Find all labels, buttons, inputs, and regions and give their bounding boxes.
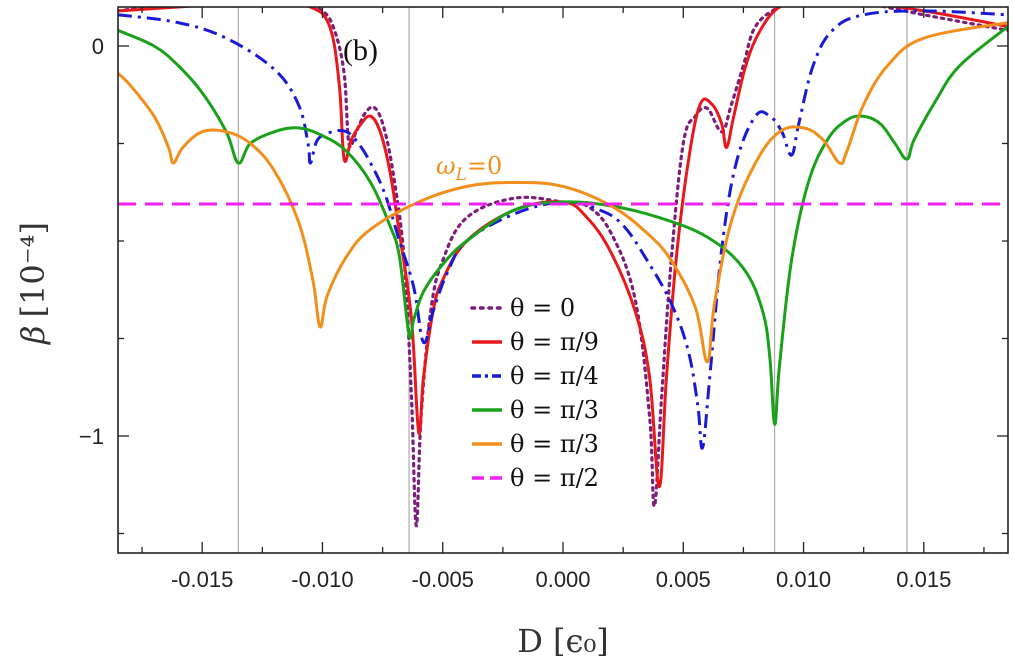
- legend-label-5: θ = π/2: [510, 464, 599, 492]
- legend-label-4: θ = π/3: [510, 430, 599, 458]
- x-tick-label-3: 0.000: [535, 567, 590, 592]
- y-axis-title: β [10⁻⁴]: [14, 222, 52, 345]
- x-axis-title: D [ϵ₀]: [517, 622, 609, 660]
- panel-label: (b): [343, 34, 378, 67]
- x-tick-label-6: 0.015: [896, 567, 951, 592]
- series-layer: [118, 7, 1008, 528]
- annotation-main: ω: [436, 152, 456, 180]
- x-tick-label-4: 0.005: [656, 567, 711, 592]
- annotation-rest: =0: [467, 152, 502, 180]
- y-tick-label-0: 0: [92, 34, 104, 59]
- legend-label-3: θ = π/3: [510, 396, 599, 424]
- series-line-4: [118, 21, 1008, 364]
- x-tick-label-1: -0.010: [291, 567, 353, 592]
- x-tick-label-0: -0.015: [171, 567, 233, 592]
- axis-ticks: [118, 7, 1008, 553]
- legend-label-1: θ = π/9: [510, 328, 599, 356]
- y-axis-unit: [10⁻⁴]: [14, 222, 52, 317]
- x-tick-label-5: 0.010: [776, 567, 831, 592]
- legend-label-0: θ = 0: [510, 294, 575, 322]
- y-axis-symbol: β: [14, 325, 52, 345]
- annotation-subscript: L: [455, 165, 467, 185]
- legend-label-2: θ = π/4: [510, 362, 599, 390]
- annotation-omega-l: ωL=0: [436, 152, 502, 185]
- y-tick-label-1: −1: [79, 424, 104, 449]
- y-tick-labels: 0 −1: [79, 34, 104, 449]
- series-line-0: [118, 7, 1008, 528]
- x-tick-labels: -0.015 -0.010 -0.005 0.000 0.005 0.010 0.015: [171, 567, 951, 592]
- series-line-3: [118, 25, 1008, 426]
- legend: θ = 0 θ = π/9 θ = π/4 θ = π/3 θ = π/3 θ = π/2: [470, 294, 599, 492]
- vertical-guide-lines: [237, 7, 908, 553]
- x-tick-label-2: -0.005: [412, 567, 474, 592]
